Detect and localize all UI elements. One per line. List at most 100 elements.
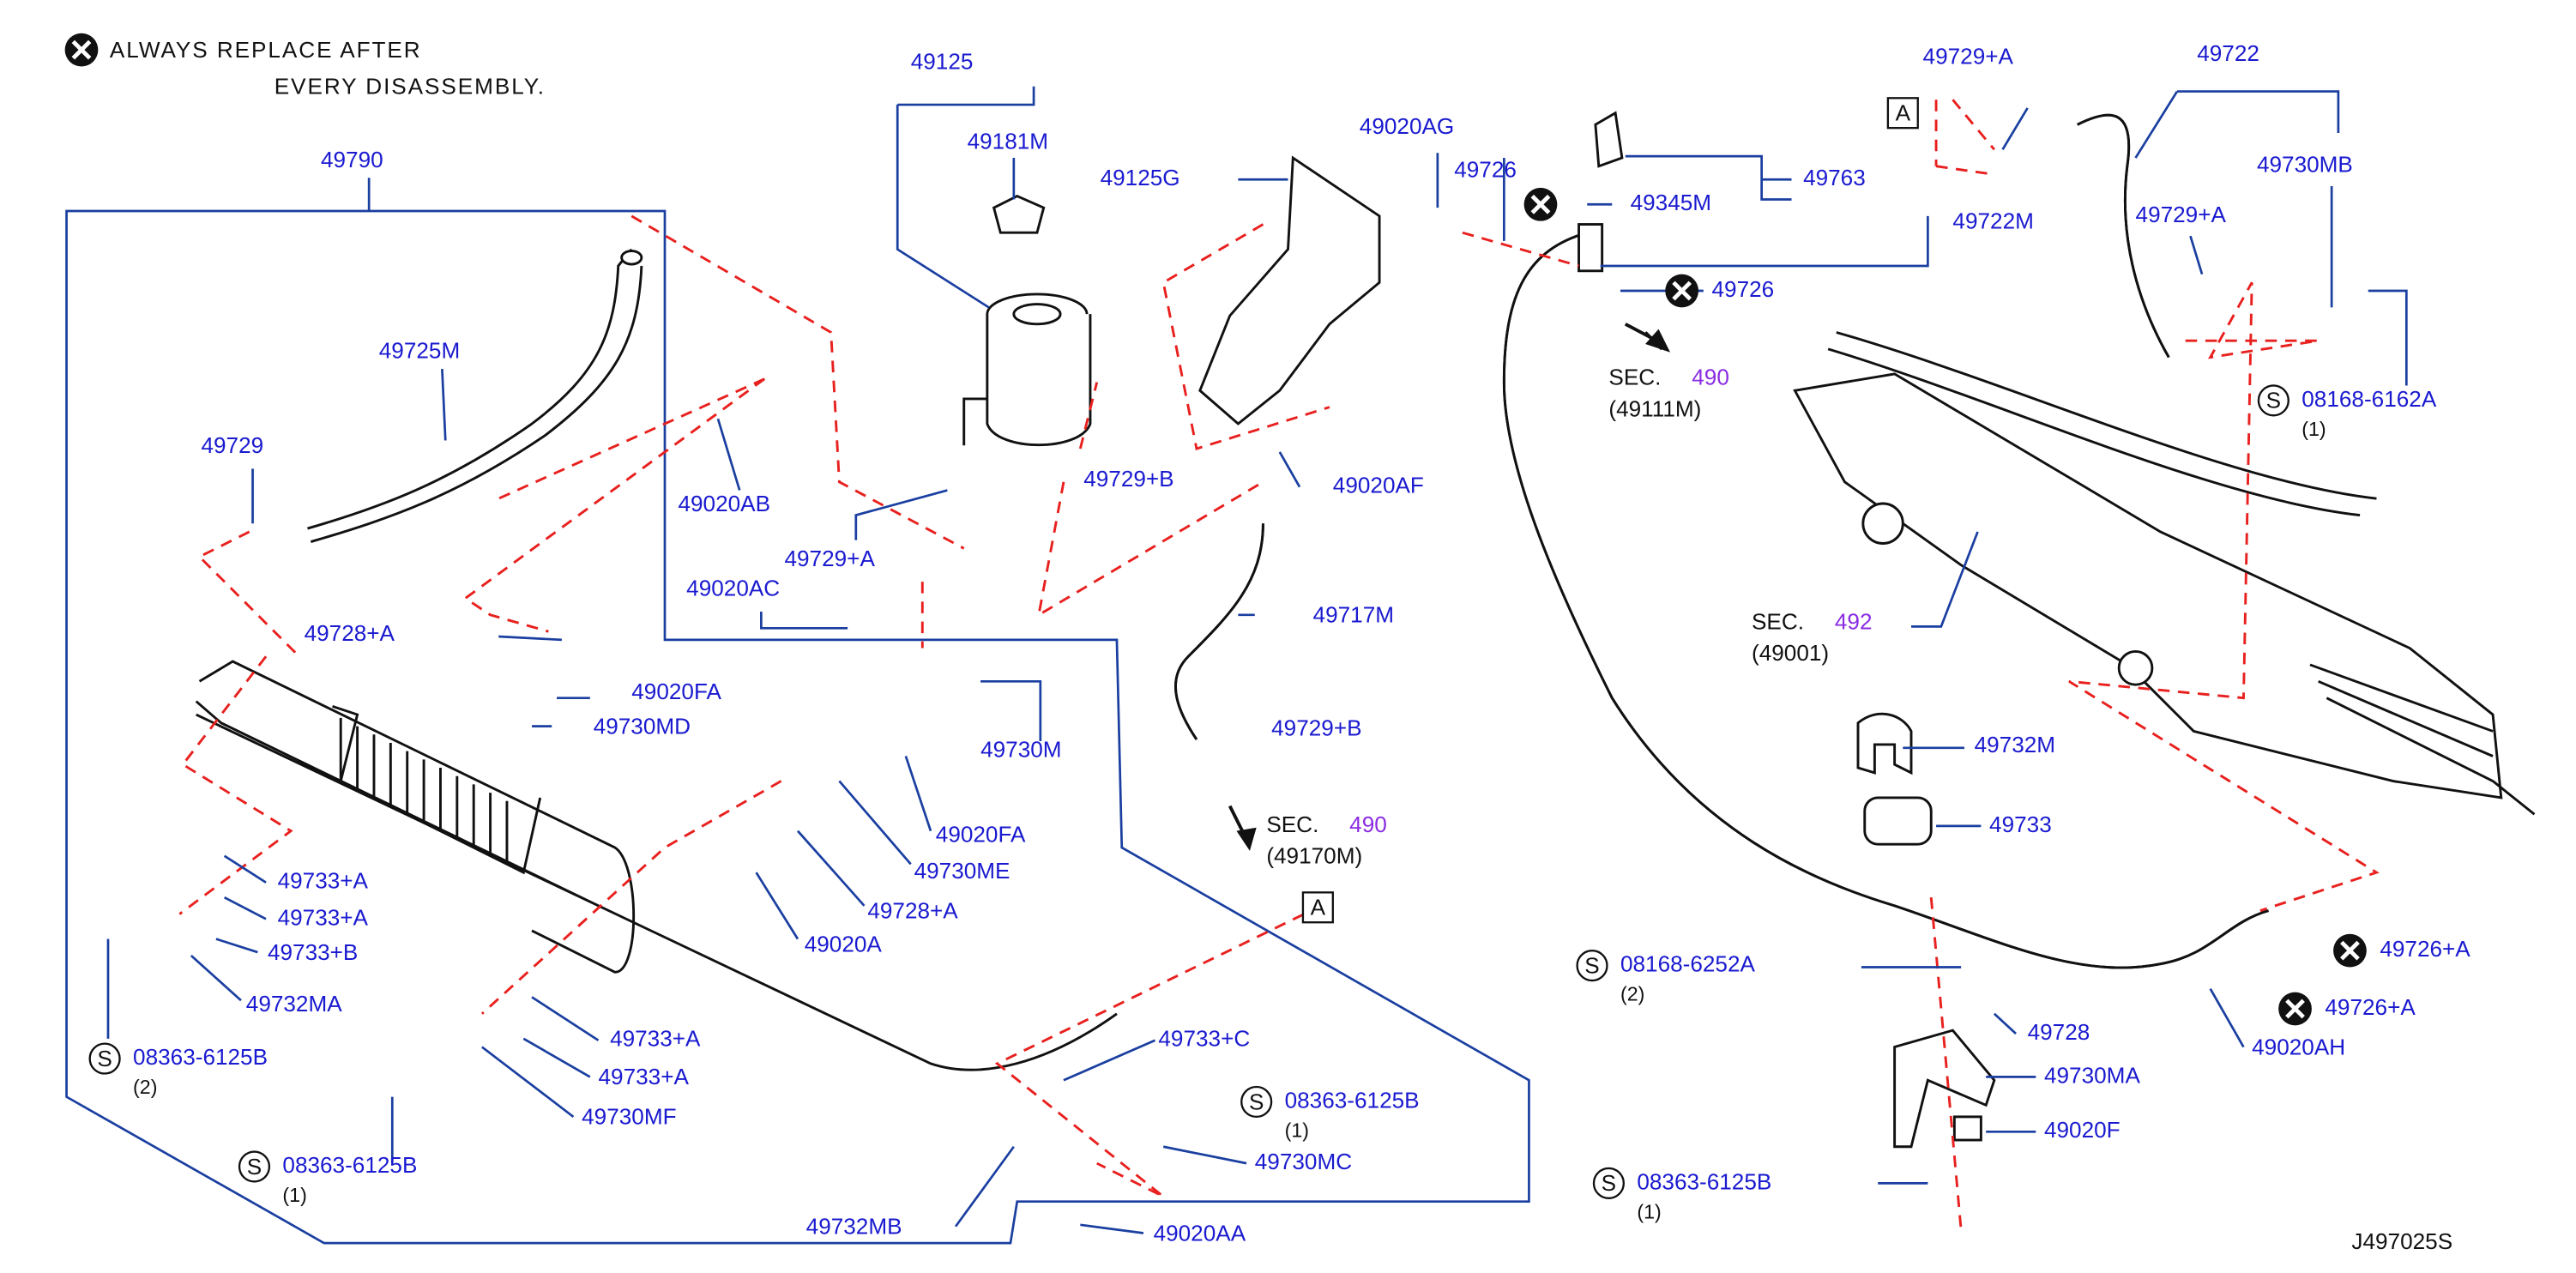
standard-part-number: 08363-6125B: [133, 1044, 268, 1070]
part-number: 49733+A: [599, 1064, 690, 1089]
symbol: S: [247, 1154, 262, 1179]
part-number: 49732MA: [246, 991, 342, 1017]
reservoir-body: [986, 314, 1092, 447]
part-number: 49725M: [379, 338, 460, 364]
section-ref: (49170M): [1266, 843, 1362, 869]
symbol-circle: [1592, 1167, 1626, 1199]
cooler-fin: [339, 717, 509, 865]
reservoir-pipe: [962, 397, 987, 446]
standard-part-number: 08363-6125B: [1285, 1087, 1420, 1113]
part-number: 49020F: [2044, 1117, 2121, 1143]
part-number: 49730MA: [2044, 1062, 2140, 1088]
quantity: (1): [2302, 418, 2326, 440]
pressure-line-inner: [1502, 231, 2269, 969]
part-number: 49125G: [1101, 165, 1180, 190]
part-number: 49726+A: [2325, 994, 2416, 1020]
part-number: 49726: [1454, 156, 1517, 182]
hose: [1173, 523, 1264, 740]
hose-inner: [1173, 523, 1264, 740]
rack-mount: [1861, 502, 1904, 545]
part-number: 49728+A: [305, 620, 395, 646]
section-prefix: SEC.: [1752, 608, 1804, 634]
assembly-line: [178, 99, 2380, 1230]
note-line: EVERY DISASSEMBLY.: [274, 74, 546, 100]
replace-icons: [1523, 187, 2367, 1026]
part-number: 49729+B: [1083, 466, 1173, 492]
symbol: S: [1602, 1170, 1616, 1196]
part-number: 49020AA: [1154, 1220, 1246, 1246]
part-number: 49020A: [805, 931, 883, 956]
group-outline: [65, 178, 1530, 1245]
part-number: 49733+A: [278, 868, 369, 894]
quantity: (1): [1285, 1119, 1309, 1141]
part-number: 49020AF: [1333, 473, 1424, 498]
reference-marks: AA: [1301, 97, 1919, 924]
part-number: 49733+A: [610, 1026, 701, 1052]
part-number: 49020FA: [936, 821, 1026, 847]
reference-box: [1301, 891, 1334, 924]
part-number: 49722: [2197, 40, 2259, 66]
part-number: 49125: [911, 49, 974, 75]
cooler-fins: [332, 704, 542, 875]
symbol: S: [97, 1046, 112, 1071]
note: ALWAYS REPLACE AFTER EVERY DISASSEMBLY.: [64, 33, 546, 100]
part-number: 49729: [201, 432, 263, 458]
part-number: 49733+C: [1158, 1026, 1250, 1052]
symbol: S: [1584, 952, 1599, 978]
reference-mark: A: [1311, 895, 1326, 920]
reservoir-neck: [1012, 303, 1062, 326]
section-prefix: SEC.: [1266, 811, 1318, 837]
rack-boot: [2309, 663, 2536, 816]
part-number: 49730M: [980, 737, 1061, 763]
symbol: S: [2266, 388, 2281, 413]
diagram-id: J497025S: [2351, 1228, 2452, 1254]
note-line: ALWAYS REPLACE AFTER: [110, 37, 422, 63]
part-number: 49729+A: [2136, 202, 2227, 227]
standard-part-number: 08363-6125B: [282, 1152, 417, 1178]
arrow: [1228, 323, 1663, 841]
part-number: 49732MB: [806, 1214, 902, 1240]
section-number: 492: [1835, 608, 1873, 634]
assembly-lines: [178, 99, 2380, 1230]
standard-parts: S 08363-6125B (2) S 08363-6125B (1) S 08363-612…: [88, 384, 2437, 1222]
part-number: 49020AB: [678, 491, 770, 516]
fitting: [1578, 223, 1604, 273]
standard-part-number: 08363-6125B: [1637, 1168, 1771, 1194]
pressure-switch: [1594, 111, 1624, 168]
part-number: 49733+B: [268, 939, 358, 965]
standard-part-number: 08168-6252A: [1620, 950, 1756, 976]
part-number: 49733: [1989, 811, 2052, 837]
symbol: S: [1249, 1089, 1264, 1114]
section-ref: (49111M): [1608, 395, 1701, 421]
part-number: 49728: [2028, 1019, 2090, 1045]
part-number: 49020FA: [631, 679, 721, 704]
sections: SEC. 490 (49170M) SEC. 490 (49111M) SEC. 492(49…: [1266, 365, 1872, 869]
part-number: 49733+A: [278, 904, 369, 930]
quantity: (1): [1637, 1200, 1661, 1222]
part-number: 49020AG: [1360, 113, 1454, 139]
part-number: 49717M: [1313, 602, 1394, 628]
part-number: 49181M: [968, 129, 1048, 154]
symbol-circle: [238, 1150, 271, 1183]
part-number: 49730ME: [914, 858, 1010, 884]
part-number: 49729+A: [784, 546, 875, 571]
replace-icon-cross: [2285, 998, 2305, 1019]
part-number: 49730MD: [594, 713, 691, 739]
steering-rack: [1793, 372, 2503, 799]
part-number: 49763: [1803, 165, 1866, 190]
insulator: [1863, 796, 1933, 846]
part-number: 49722M: [1952, 208, 2033, 234]
symbol-circle: [88, 1042, 121, 1075]
reservoir-cap: [992, 195, 1046, 234]
part-number: 49790: [321, 147, 383, 172]
part-number: 49729+B: [1271, 715, 1361, 740]
part-number: 49726+A: [2380, 936, 2470, 962]
section-number: 490: [1692, 365, 1729, 390]
bracket: [1198, 155, 1381, 425]
arrow-head: [1236, 329, 1671, 851]
quantity: (2): [133, 1076, 157, 1098]
part-number: 49732M: [1975, 732, 2055, 757]
clamp: [1856, 712, 1913, 775]
replace-icon-cross: [1530, 194, 1551, 214]
